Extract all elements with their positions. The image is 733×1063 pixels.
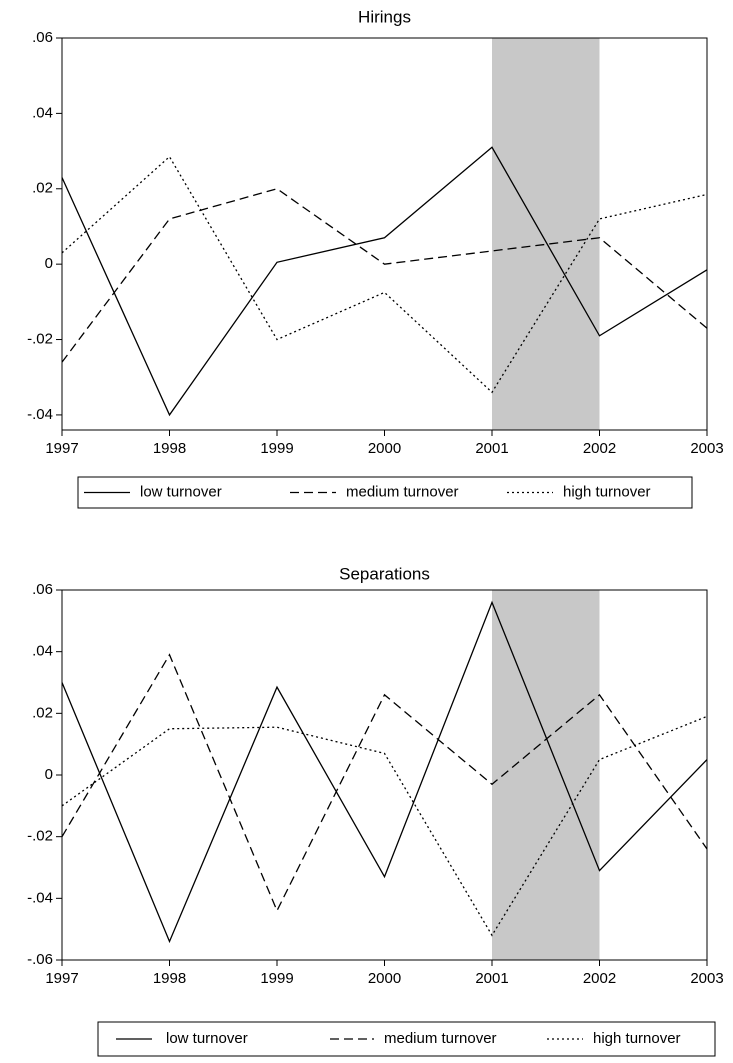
- x-tick-label: 2000: [368, 440, 401, 457]
- legend-label: low turnover: [140, 483, 222, 500]
- series-line: [61, 715, 708, 937]
- shaded-period: [492, 38, 600, 430]
- x-tick-label: 1998: [153, 970, 186, 987]
- y-tick-label: 0: [45, 766, 53, 783]
- legend-label: high turnover: [593, 1030, 681, 1047]
- y-tick-label: .02: [32, 704, 53, 721]
- plot-frame: [61, 589, 708, 961]
- x-tick-label: 2000: [368, 970, 401, 987]
- x-tick-label: 2001: [475, 440, 508, 457]
- series-line: [61, 155, 708, 394]
- y-tick-label: 0: [45, 255, 53, 272]
- x-tick-label: 1999: [260, 440, 293, 457]
- x-tick-label: 2001: [475, 970, 508, 987]
- series-line: [61, 600, 708, 944]
- y-tick-label: -.02: [27, 331, 53, 348]
- legend-label: low turnover: [166, 1030, 248, 1047]
- chart-title: Separations: [339, 564, 430, 583]
- y-tick-label: .06: [32, 29, 53, 46]
- x-tick-label: 1999: [260, 970, 293, 987]
- legend-box: [97, 1021, 716, 1057]
- legend-label: high turnover: [563, 483, 651, 500]
- series-line: [61, 188, 708, 363]
- y-tick-label: .04: [32, 104, 53, 121]
- y-tick-label: -.04: [27, 406, 53, 423]
- legend-box: [77, 476, 693, 509]
- y-tick-label: .02: [32, 180, 53, 197]
- series-line: [61, 146, 708, 417]
- legend-label: medium turnover: [384, 1030, 497, 1047]
- shaded-period: [492, 590, 600, 960]
- x-tick-label: 2002: [583, 970, 616, 987]
- x-tick-label: 1997: [45, 970, 78, 987]
- y-tick-label: -.04: [27, 889, 53, 906]
- legend-label: medium turnover: [346, 483, 459, 500]
- y-tick-label: .06: [32, 581, 53, 598]
- x-tick-label: 1997: [45, 440, 78, 457]
- y-tick-label: -.06: [27, 951, 53, 968]
- x-tick-label: 2002: [583, 440, 616, 457]
- chart-title: Hirings: [358, 7, 411, 26]
- x-tick-label: 2003: [690, 440, 723, 457]
- y-tick-label: -.02: [27, 828, 53, 845]
- x-tick-label: 1998: [153, 440, 186, 457]
- y-tick-label: .04: [32, 643, 53, 660]
- x-tick-label: 2003: [690, 970, 723, 987]
- series-line: [61, 653, 708, 913]
